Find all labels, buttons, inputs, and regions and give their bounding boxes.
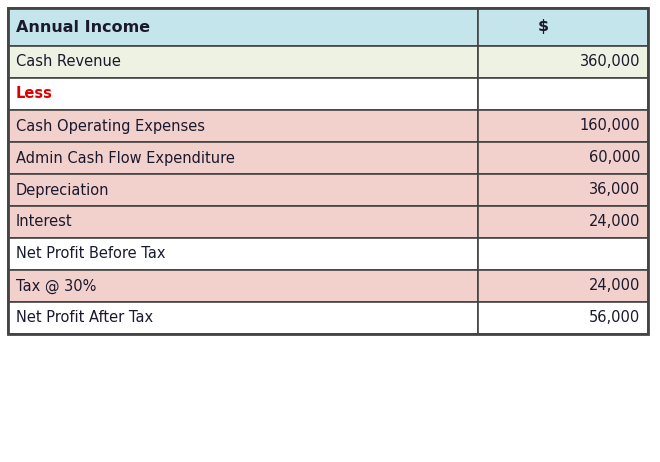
- Bar: [8, 142, 478, 174]
- Bar: [478, 78, 648, 110]
- Text: Tax @ 30%: Tax @ 30%: [16, 279, 96, 294]
- Bar: [478, 174, 648, 206]
- Bar: [8, 238, 478, 270]
- Bar: [8, 8, 648, 334]
- Bar: [8, 206, 478, 238]
- Text: 360,000: 360,000: [579, 55, 640, 69]
- Bar: [8, 8, 478, 46]
- Text: 24,000: 24,000: [589, 279, 640, 293]
- Text: 36,000: 36,000: [589, 182, 640, 197]
- Text: Depreciation: Depreciation: [16, 182, 110, 197]
- Bar: [8, 110, 478, 142]
- Text: Interest: Interest: [16, 214, 73, 230]
- Text: Net Profit After Tax: Net Profit After Tax: [16, 310, 153, 326]
- Bar: [478, 206, 648, 238]
- Bar: [478, 238, 648, 270]
- Bar: [478, 270, 648, 302]
- Text: Net Profit Before Tax: Net Profit Before Tax: [16, 247, 166, 261]
- Bar: [8, 174, 478, 206]
- Text: Less: Less: [16, 86, 53, 102]
- Bar: [8, 302, 478, 334]
- Bar: [478, 8, 648, 46]
- Text: Cash Operating Expenses: Cash Operating Expenses: [16, 118, 205, 134]
- Bar: [8, 78, 478, 110]
- Bar: [478, 302, 648, 334]
- Text: 56,000: 56,000: [589, 310, 640, 326]
- Bar: [478, 46, 648, 78]
- Bar: [478, 142, 648, 174]
- Text: 60,000: 60,000: [589, 151, 640, 165]
- Bar: [8, 270, 478, 302]
- Text: $: $: [537, 19, 548, 35]
- Text: Annual Income: Annual Income: [16, 19, 150, 35]
- Bar: [8, 46, 478, 78]
- Text: Admin Cash Flow Expenditure: Admin Cash Flow Expenditure: [16, 151, 235, 165]
- Text: 160,000: 160,000: [579, 118, 640, 134]
- Bar: [478, 110, 648, 142]
- Text: 24,000: 24,000: [589, 214, 640, 230]
- Text: Cash Revenue: Cash Revenue: [16, 55, 121, 69]
